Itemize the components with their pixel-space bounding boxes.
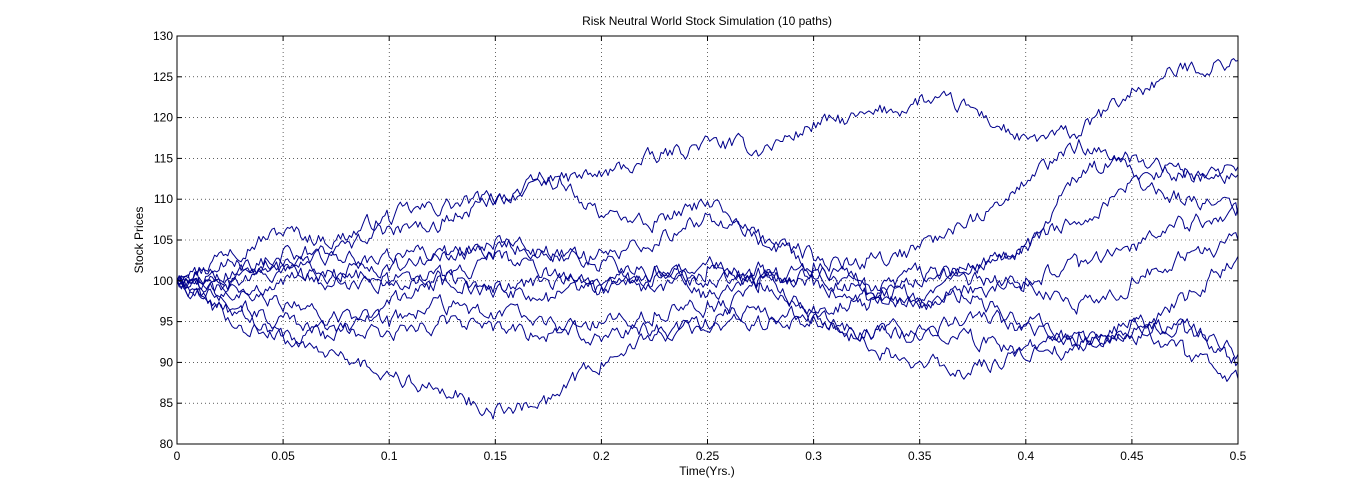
price-path-3: [176, 175, 1239, 309]
y-tick-label: 130: [153, 29, 173, 43]
axis-ticks: [176, 35, 1239, 445]
data-series: [176, 58, 1239, 420]
y-tick-label: 85: [160, 396, 174, 410]
x-tick-label: 0: [174, 449, 181, 463]
y-tick-label: 100: [153, 274, 173, 288]
x-tick-label: 0.5: [1230, 449, 1247, 463]
x-tick-label: 0.15: [484, 449, 508, 463]
y-tick-label: 95: [160, 315, 174, 329]
price-path-1: [176, 58, 1239, 289]
x-axis-label: Time(Yrs.): [679, 464, 735, 478]
y-tick-label: 120: [153, 111, 173, 125]
y-axis-tick-labels: 80 85 90 95 100 105 110 115 120 125 130: [153, 29, 173, 451]
y-tick-label: 110: [154, 192, 173, 206]
price-path-10: [176, 238, 1239, 382]
x-tick-label: 0.35: [908, 449, 932, 463]
x-tick-label: 0.25: [696, 449, 720, 463]
x-tick-label: 0.45: [1120, 449, 1144, 463]
x-axis-tick-labels: 0 0.05 0.1 0.15 0.2 0.25 0.3 0.35 0.4 0.45 0.5: [174, 449, 1247, 463]
y-tick-label: 90: [160, 355, 174, 369]
y-tick-label: 105: [153, 233, 173, 247]
price-path-5: [176, 212, 1239, 315]
y-tick-label: 115: [154, 151, 173, 165]
price-path-7: [176, 151, 1239, 346]
price-path-6: [176, 256, 1239, 343]
price-path-4: [176, 202, 1239, 348]
y-tick-label: 80: [160, 437, 174, 451]
y-axis-label: Stock Prices: [132, 207, 146, 274]
x-tick-label: 0.4: [1017, 449, 1034, 463]
price-path-2: [176, 139, 1239, 285]
y-tick-label: 125: [153, 70, 173, 84]
x-tick-label: 0.05: [271, 449, 295, 463]
x-tick-label: 0.2: [593, 449, 610, 463]
x-tick-label: 0.1: [381, 449, 398, 463]
x-tick-label: 0.3: [805, 449, 822, 463]
price-path-8: [176, 280, 1239, 362]
chart-title: Risk Neutral World Stock Simulation (10 …: [582, 14, 832, 28]
